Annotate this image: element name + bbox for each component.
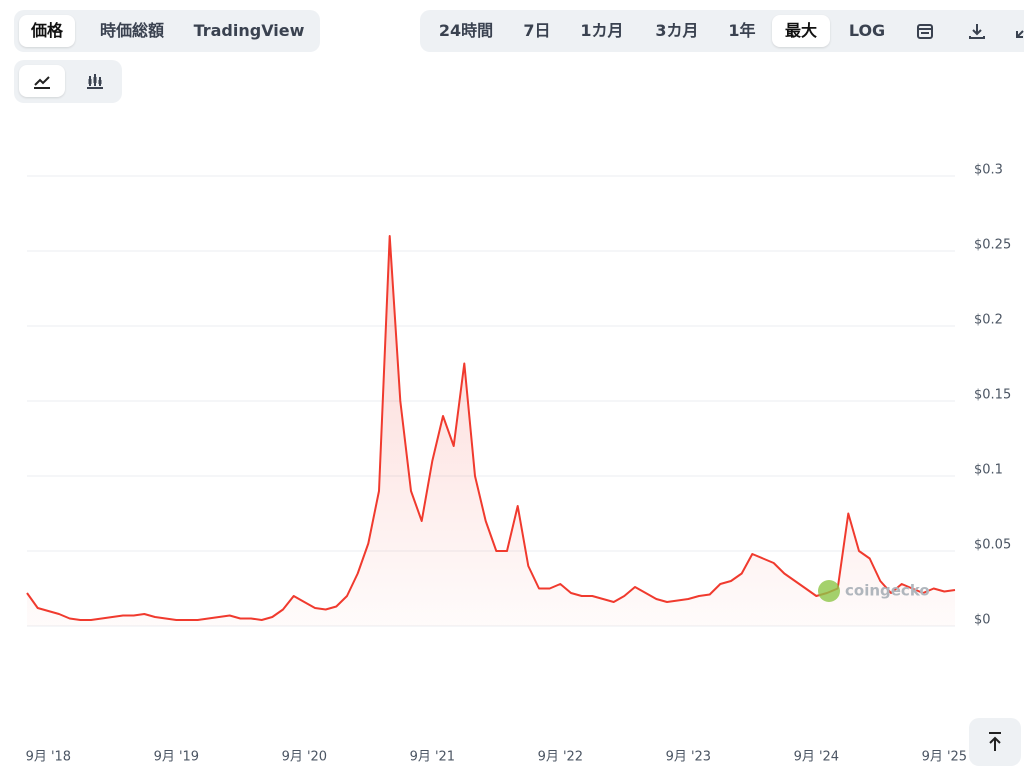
x-tick-label: 9月 '23 [666, 750, 712, 765]
tab[interactable]: 時価総額 [99, 21, 164, 40]
candle-chart-button[interactable] [72, 65, 118, 97]
chart-type-group [14, 60, 122, 103]
download-icon[interactable] [968, 22, 986, 40]
range-button[interactable]: 24時間 [438, 21, 494, 40]
range-button[interactable]: 3カ月 [655, 21, 699, 40]
x-tick-label: 9月 '22 [538, 750, 584, 765]
range-button[interactable]: 7日 [523, 21, 551, 40]
price-line [26, 235, 956, 621]
calendar-icon[interactable] [916, 22, 934, 40]
x-tick-label: 9月 '21 [410, 750, 456, 765]
tab[interactable]: 価格 [19, 15, 75, 47]
range-button[interactable]: 1年 [728, 21, 756, 40]
area [27, 236, 955, 626]
tab-group: 価格 時価総額 TradingView [14, 10, 320, 52]
x-tick-label: 9月 '25 [922, 750, 968, 765]
y-tick-label: $0.25 [974, 238, 1011, 253]
y-tick-label: $0.3 [974, 163, 1003, 178]
x-tick-label: 9月 '20 [282, 750, 328, 765]
y-tick-label: $0.05 [974, 538, 1011, 553]
x-tick-label: 9月 '24 [794, 750, 840, 765]
scroll-top-button[interactable] [969, 718, 1021, 766]
tab[interactable]: TradingView [193, 21, 305, 40]
watermark: coingecko [818, 580, 930, 602]
range-group: 24時間 7日 1カ月 3カ月 1年 最大 LOG [420, 10, 1024, 52]
x-tick-label: 9月 '19 [154, 750, 200, 765]
line-chart-button[interactable] [19, 65, 65, 97]
range-button[interactable]: 最大 [772, 15, 830, 47]
y-tick-label: $0.1 [974, 463, 1003, 478]
x-tick-label: 9月 '18 [26, 750, 72, 765]
range-button[interactable]: 1カ月 [580, 21, 624, 40]
y-tick-label: $0 [974, 613, 991, 628]
range-button[interactable]: LOG [848, 21, 886, 40]
y-tick-label: $0.2 [974, 313, 1003, 328]
watermark-text: coingecko [845, 582, 930, 600]
expand-icon[interactable] [1014, 22, 1024, 40]
y-tick-label: $0.15 [974, 388, 1011, 403]
